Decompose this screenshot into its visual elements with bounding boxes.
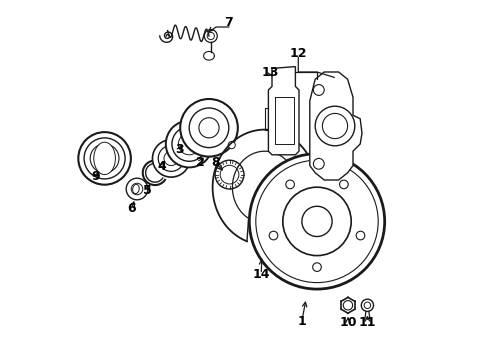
Circle shape [315,106,355,146]
Circle shape [322,113,347,139]
Text: 7: 7 [224,16,233,29]
Circle shape [131,183,143,195]
Text: 14: 14 [252,268,270,281]
Text: 6: 6 [127,202,136,215]
Circle shape [249,154,385,289]
Text: 8: 8 [211,156,220,169]
Ellipse shape [133,184,139,194]
Text: 9: 9 [91,170,100,183]
Circle shape [215,160,244,189]
Circle shape [256,160,378,283]
Text: 3: 3 [175,143,184,156]
Text: 4: 4 [158,160,167,173]
Circle shape [90,144,119,173]
Circle shape [164,151,178,166]
Circle shape [340,180,348,189]
Text: 11: 11 [359,316,376,329]
Text: 2: 2 [196,156,204,169]
Circle shape [172,127,206,161]
Text: 12: 12 [290,47,307,60]
Text: 13: 13 [262,66,279,78]
Circle shape [189,108,229,148]
Circle shape [199,118,219,138]
Circle shape [152,140,190,177]
Circle shape [343,301,353,310]
Circle shape [84,138,125,179]
Circle shape [314,85,324,95]
Circle shape [178,133,200,155]
Polygon shape [310,72,362,180]
Circle shape [361,299,373,311]
Circle shape [204,30,217,42]
Circle shape [364,302,370,309]
Circle shape [313,263,321,271]
Circle shape [283,187,351,256]
Circle shape [207,32,215,40]
Circle shape [286,180,294,189]
Text: 10: 10 [339,316,357,329]
Circle shape [166,121,213,167]
Circle shape [228,141,235,149]
Circle shape [220,165,239,184]
Ellipse shape [94,142,116,175]
Circle shape [180,99,238,157]
Circle shape [262,183,278,199]
Circle shape [356,231,365,240]
Text: 1: 1 [297,315,306,328]
Circle shape [314,158,324,169]
Circle shape [302,206,332,237]
Polygon shape [269,67,299,155]
Text: 5: 5 [143,184,151,197]
Circle shape [158,145,184,171]
Circle shape [269,231,278,240]
Circle shape [78,132,131,185]
Circle shape [126,178,148,200]
